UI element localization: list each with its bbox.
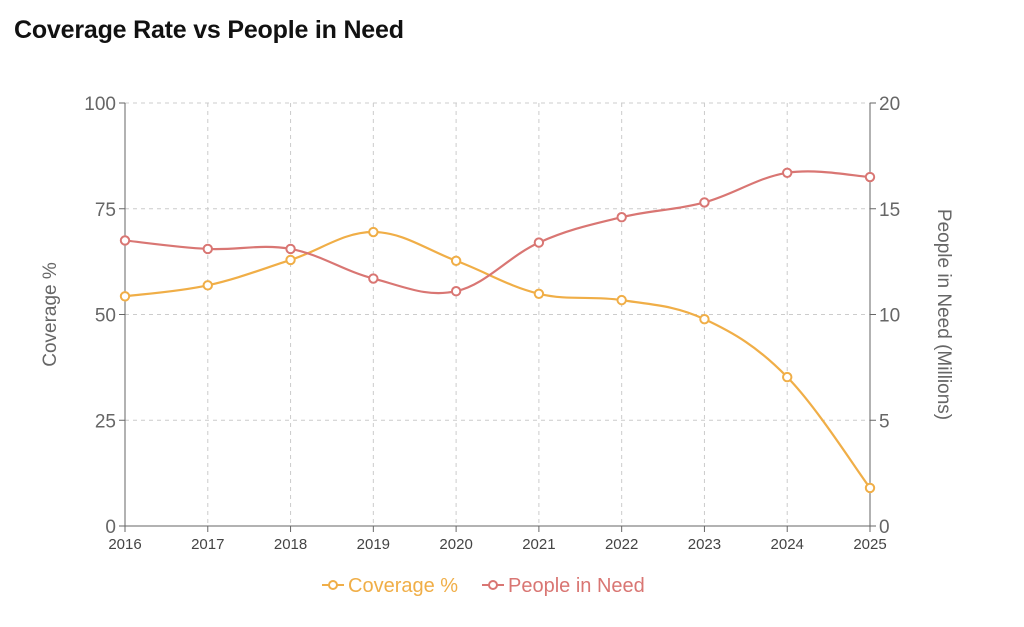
y-left-tick-label: 50 — [95, 306, 116, 327]
x-tick-label: 2023 — [688, 536, 721, 553]
data-point-people-in-need — [699, 197, 710, 208]
y-right-tick-label: 15 — [879, 200, 900, 221]
y-right-tick-label: 20 — [879, 94, 900, 115]
series-line-coverage — [124, 230, 871, 489]
legend-swatch-marker-people-in-need — [488, 580, 498, 590]
y-left-tick-label: 0 — [105, 517, 116, 538]
x-tick-label: 2022 — [605, 536, 638, 553]
data-point-people-in-need — [368, 273, 379, 284]
x-tick-label: 2016 — [108, 536, 141, 553]
data-point-people-in-need — [616, 212, 627, 223]
legend-swatch-marker-coverage — [328, 580, 338, 590]
series-line-people-in-need — [124, 170, 871, 295]
data-point-coverage — [699, 313, 710, 325]
data-point-coverage — [202, 280, 213, 291]
y-right-tick-label: 5 — [879, 411, 890, 432]
chart-title: Coverage Rate vs People in Need — [14, 16, 404, 44]
y-right-tick-label: 10 — [879, 306, 900, 327]
data-point-people-in-need — [533, 237, 545, 248]
data-point-coverage — [285, 254, 296, 266]
data-point-coverage — [119, 291, 131, 302]
x-tick-label: 2020 — [439, 536, 472, 553]
x-tick-label: 2025 — [853, 536, 886, 553]
data-point-coverage — [533, 288, 545, 299]
x-tick-label: 2018 — [274, 536, 307, 553]
data-point-coverage — [368, 226, 379, 238]
data-point-coverage — [864, 482, 876, 494]
data-point-people-in-need — [285, 243, 296, 255]
legend-label-people-in-need: People in Need — [508, 575, 645, 597]
data-point-people-in-need — [864, 171, 876, 183]
data-point-people-in-need — [450, 286, 462, 297]
y-left-axis-label: Coverage % — [40, 262, 61, 367]
data-point-people-in-need — [202, 243, 213, 255]
y-right-axis-label: People in Need (Millions) — [933, 209, 954, 420]
x-tick-label: 2017 — [191, 536, 224, 553]
data-point-people-in-need — [119, 235, 131, 246]
y-left-tick-label: 75 — [95, 200, 116, 221]
y-left-tick-label: 25 — [95, 411, 116, 432]
x-tick-label: 2021 — [522, 536, 555, 553]
x-tick-label: 2024 — [771, 536, 804, 553]
data-point-people-in-need — [782, 167, 793, 178]
data-point-coverage — [782, 371, 793, 383]
y-left-tick-label: 100 — [84, 94, 116, 115]
x-tick-label: 2019 — [357, 536, 390, 553]
y-right-tick-label: 0 — [879, 517, 890, 538]
legend-label-coverage: Coverage % — [348, 575, 458, 597]
data-point-coverage — [450, 255, 462, 266]
data-point-coverage — [616, 294, 627, 306]
